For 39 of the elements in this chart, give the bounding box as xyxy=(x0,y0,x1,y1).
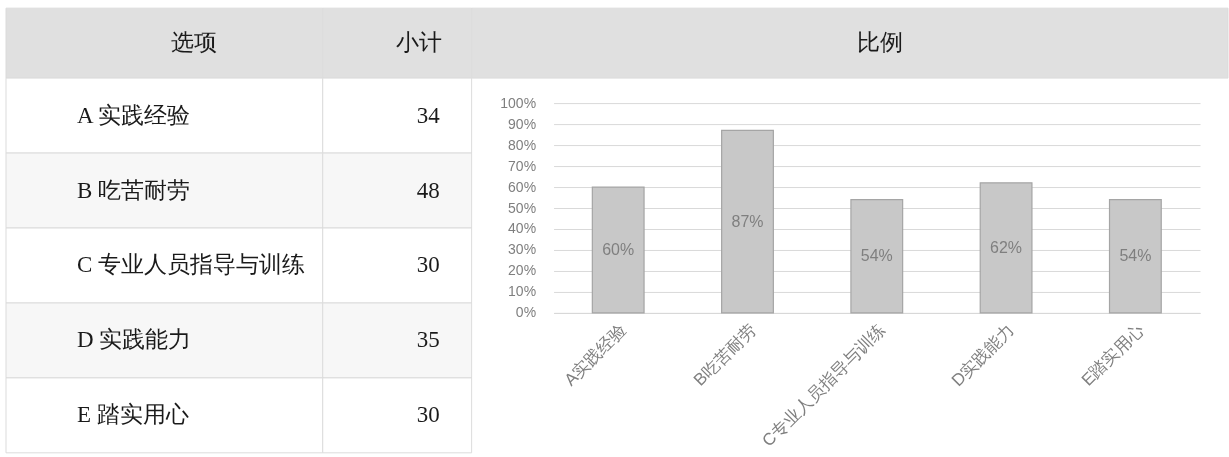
data-label: 62% xyxy=(990,238,1023,256)
category-label: D 实践能力 xyxy=(76,327,192,353)
category-label: E 踏实用心 xyxy=(76,402,189,428)
y-tick-label: 0% xyxy=(515,304,537,321)
y-tick-label: 100% xyxy=(500,94,537,111)
y-tick-label: 80% xyxy=(508,136,537,153)
y-tick-label: 30% xyxy=(508,241,537,258)
x-tick-label: C专业人员指导与训练 xyxy=(758,320,889,451)
y-tick-label: 90% xyxy=(508,115,537,132)
y-tick-label: 50% xyxy=(508,199,537,216)
data-label: 30 xyxy=(416,252,440,278)
x-tick-label: E踏实用心 xyxy=(1077,320,1148,390)
text: 小计 xyxy=(395,30,442,56)
data-label: 34 xyxy=(416,102,441,128)
category-label: B 吃苦耐劳 xyxy=(76,177,190,203)
x-tick-label: B吃苦耐劳 xyxy=(689,320,760,390)
y-tick-label: 40% xyxy=(508,220,537,237)
data-label: 54% xyxy=(860,247,893,265)
bar xyxy=(1108,199,1162,314)
bar xyxy=(721,129,774,314)
data-label: 87% xyxy=(731,212,764,230)
data-label: 48 xyxy=(416,177,440,203)
data-label: 60% xyxy=(602,240,635,258)
chart-title: 比例 xyxy=(856,30,903,56)
x-tick-label: A实践经验 xyxy=(560,320,631,390)
y-tick-label: 20% xyxy=(508,262,537,279)
x-tick-label: D实践能力 xyxy=(947,320,1019,391)
category-label: A 实践经验 xyxy=(76,102,190,128)
y-tick-label: 10% xyxy=(508,283,537,300)
bar xyxy=(979,182,1033,314)
y-tick-label: 60% xyxy=(508,178,537,195)
category-label: C 专业人员指导与训练 xyxy=(76,252,305,278)
data-label: 30 xyxy=(416,402,440,428)
bar xyxy=(850,199,904,314)
data-label: 54% xyxy=(1119,247,1152,265)
y-tick-label: 70% xyxy=(508,157,537,174)
bar xyxy=(591,186,645,314)
data-label: 35 xyxy=(416,327,440,353)
text: 选项 xyxy=(170,30,217,56)
